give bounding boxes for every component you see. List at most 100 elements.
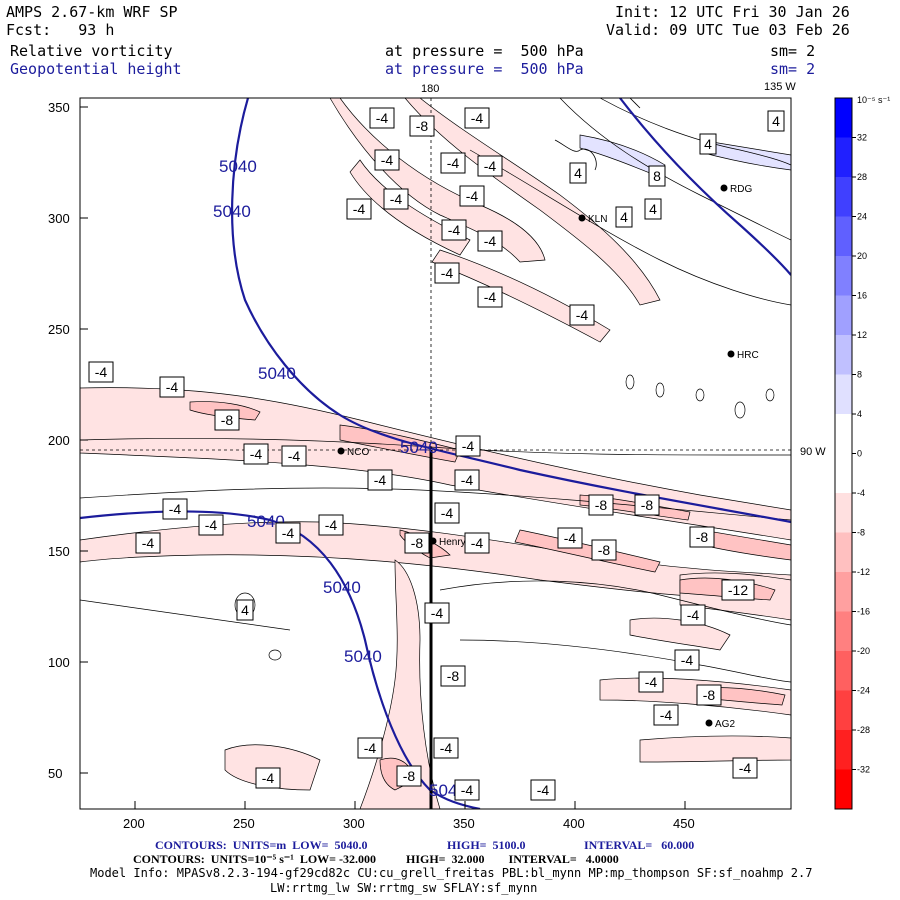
colorbar-swatch <box>835 493 852 533</box>
stations: RDG KLN HRC NCO Henry AG2 <box>337 184 759 730</box>
x-tick-label: 300 <box>343 816 365 831</box>
colorbar-swatch <box>835 335 852 375</box>
vorticity-label-box <box>464 532 490 554</box>
vorticity-label: 4 <box>241 602 249 618</box>
vorticity-label: 4 <box>704 136 712 152</box>
station-label: AG2 <box>715 719 735 730</box>
vorticity-label-box <box>433 737 459 759</box>
vorticity-label-box <box>459 185 485 207</box>
vorticity-label: -4 <box>205 517 218 533</box>
vorticity-label-box <box>367 469 393 491</box>
vorticity-label: -4 <box>448 222 461 238</box>
lon-label-180: 180 <box>421 83 439 95</box>
colorbar-swatch <box>835 256 852 296</box>
vorticity-label-box <box>615 206 633 228</box>
colorbar-label: -28 <box>857 725 870 735</box>
colorbar-label: 24 <box>857 212 867 222</box>
vorticity-label-box <box>638 671 664 693</box>
forecast-hour: Fcst: 93 h <box>6 21 115 39</box>
init-time: Init: 12 UTC Fri 30 Jan 26 <box>615 3 850 21</box>
vorticity-label: -4 <box>462 438 475 454</box>
vorticity-label-box <box>569 162 587 184</box>
vorticity-label: -4 <box>169 501 182 517</box>
station-label: NCO <box>347 447 369 458</box>
vorticity-label-box <box>441 219 467 241</box>
vorticity-label-box <box>346 198 372 220</box>
vorticity-label: -4 <box>390 191 403 207</box>
vorticity-label: -4 <box>374 472 387 488</box>
vorticity-label: -8 <box>703 687 716 703</box>
vorticity-label-box <box>699 133 717 155</box>
vorticity-label-box <box>236 599 254 621</box>
vorticity-label: -8 <box>696 529 709 545</box>
colorbar-swatch <box>835 216 852 256</box>
vorticity-label-box <box>689 526 715 548</box>
vorticity-label: -4 <box>471 110 484 126</box>
colorbar-swatch <box>835 611 852 651</box>
vorticity-label: -8 <box>595 497 608 513</box>
vorticity-contour-info: CONTOURS: UNITS=10⁻⁵ s⁻¹ LOW= -32.000 HI… <box>133 852 619 866</box>
level-vorticity: at pressure = 500 hPa <box>385 42 584 60</box>
vorticity-label-box <box>644 198 662 220</box>
field-height: Geopotential height <box>10 60 182 78</box>
vorticity-label: -8 <box>641 497 654 513</box>
vorticity-label-box <box>159 376 185 398</box>
vorticity-label-box <box>409 115 435 137</box>
vorticity-label: -4 <box>447 155 460 171</box>
vorticity-label: -4 <box>466 188 479 204</box>
vorticity-label-box <box>653 704 679 726</box>
colorbar-label: -16 <box>857 607 870 617</box>
y-tick-label: 200 <box>48 433 70 448</box>
vorticity-label: -4 <box>484 233 497 249</box>
vorticity-label-box <box>88 361 114 383</box>
vorticity-label-box <box>424 602 450 624</box>
vorticity-label: -4 <box>353 201 366 217</box>
vorticity-label-box <box>275 522 301 544</box>
vorticity-label: -4 <box>142 535 155 551</box>
vorticity-label-box <box>634 494 660 516</box>
vorticity-label-box <box>404 532 430 554</box>
vorticity-label-box <box>454 469 480 491</box>
vorticity-label: -4 <box>262 770 275 786</box>
vorticity-label-box <box>648 165 666 187</box>
station-label: KLN <box>588 214 607 225</box>
height-contour-info-c: INTERVAL= 60.000 <box>584 838 695 852</box>
x-tick-label: 450 <box>673 816 695 831</box>
vorticity-label: -8 <box>403 768 416 784</box>
field-vorticity: Relative vorticity <box>10 42 173 60</box>
colorbar-label: 12 <box>857 330 867 340</box>
smoothing-height: sm= 2 <box>770 60 816 78</box>
vorticity-label: -4 <box>440 740 453 756</box>
y-tick-label: 100 <box>48 655 70 670</box>
y-tick-label: 50 <box>48 766 62 781</box>
colorbar-swatch <box>835 690 852 730</box>
vorticity-label-box <box>477 155 503 177</box>
station-label: Henry <box>439 537 466 548</box>
colorbar-label: -4 <box>857 488 865 498</box>
colorbar-label: 28 <box>857 172 867 182</box>
colorbar-label: 32 <box>857 133 867 143</box>
height-label: 5040 <box>400 438 438 457</box>
vorticity-label-box <box>477 230 503 252</box>
x-tick-label: 400 <box>563 816 585 831</box>
station-label: HRC <box>737 350 759 361</box>
vorticity-label: -4 <box>645 674 658 690</box>
vorticity-label-box <box>767 110 785 132</box>
vorticity-label: -8 <box>447 668 460 684</box>
vorticity-label-box <box>374 149 400 171</box>
vorticity-label-box <box>135 532 161 554</box>
x-axis: 200 250 300 350 400 450 <box>123 801 695 831</box>
vorticity-label: -8 <box>411 535 424 551</box>
vorticity-label-box <box>674 649 700 671</box>
colorbar-swatch <box>835 769 852 809</box>
vorticity-label-box <box>318 514 344 536</box>
vorticity-label-box <box>255 767 281 789</box>
station-marker <box>705 719 713 727</box>
vorticity-label-box <box>588 494 614 516</box>
height-label: 5040 <box>344 647 382 666</box>
colorbar-label: 20 <box>857 251 867 261</box>
colorbar-label: -20 <box>857 646 870 656</box>
vorticity-label-box <box>440 665 466 687</box>
colorbar-label: -8 <box>857 528 865 538</box>
